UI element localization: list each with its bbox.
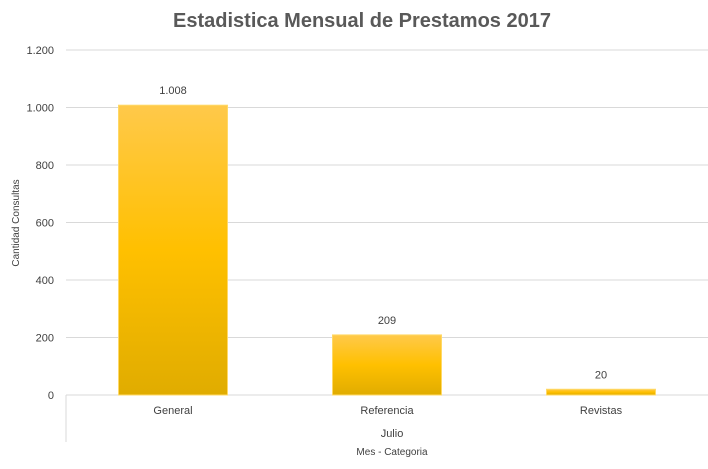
y-tick-label: 1.000 <box>26 103 54 115</box>
data-label: 20 <box>595 369 607 381</box>
y-axis-ticks: 0 200 400 600 800 1.000 1.200 <box>26 45 54 402</box>
group-label: Julio <box>381 428 404 440</box>
y-tick-label: 0 <box>48 390 54 402</box>
data-label: 1.008 <box>159 85 187 97</box>
y-tick-label: 200 <box>36 333 54 345</box>
x-axis-title: Mes - Categoria <box>356 447 428 458</box>
x-category-label: General <box>153 405 192 417</box>
chart-title: Estadistica Mensual de Prestamos 2017 <box>173 10 551 32</box>
y-axis-title: Cantidad Consultas <box>11 179 22 266</box>
category-labels: General Referencia Revistas <box>153 405 622 417</box>
bar-revistas <box>546 388 656 396</box>
y-tick-label: 600 <box>36 218 54 230</box>
data-labels: 1.008 209 20 <box>159 85 607 381</box>
bar-general <box>118 104 228 396</box>
x-category-label: Referencia <box>360 405 414 417</box>
y-tick-label: 1.200 <box>26 45 54 57</box>
x-category-label: Revistas <box>580 405 623 417</box>
bar-referencia <box>332 334 442 396</box>
bars <box>118 104 656 396</box>
y-tick-label: 800 <box>36 160 54 172</box>
data-label: 209 <box>378 315 396 327</box>
y-tick-label: 400 <box>36 275 54 287</box>
